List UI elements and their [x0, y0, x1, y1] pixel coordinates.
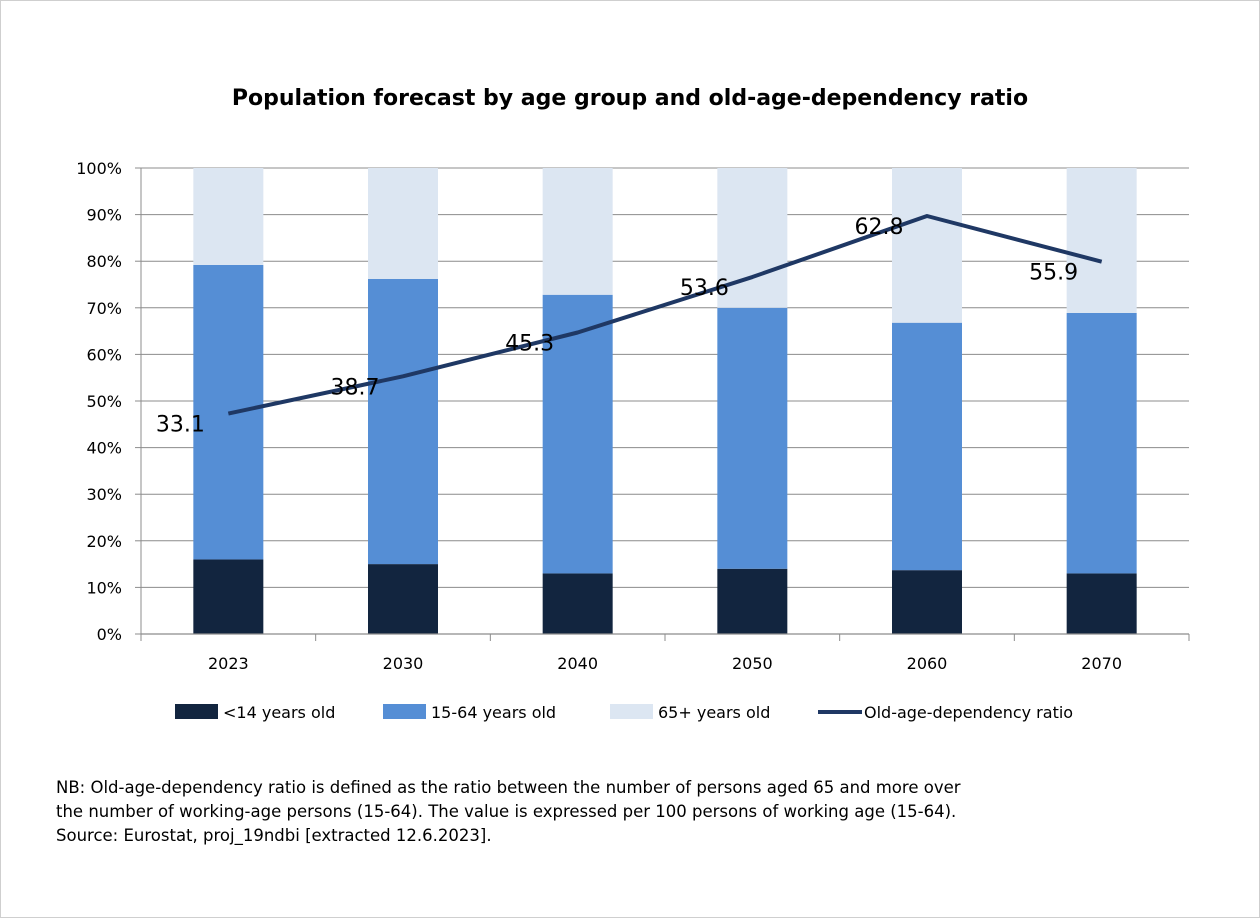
axes: 0% 10% 20% 30% 40% 50% 60% 70% 80% 90% 100% 2023 203…: [76, 159, 1190, 673]
data-label: 38.7: [331, 375, 380, 400]
bar-under-14: [892, 570, 962, 634]
y-tick-label: 20%: [86, 532, 122, 551]
y-tick-label: 90%: [86, 206, 122, 225]
y-tick-label: 70%: [86, 299, 122, 318]
bar-under-14: [193, 559, 264, 634]
legend-under-14-label: <14 years old: [223, 703, 335, 722]
legend: <14 years old 15-64 years old 65+ years ol…: [175, 703, 1073, 722]
x-tick-label: 2070: [1081, 654, 1122, 673]
gridlines: [141, 167, 1189, 635]
data-label: 45.3: [505, 331, 554, 356]
bar-under-14: [1066, 573, 1137, 634]
chart-area: 0% 10% 20% 30% 40% 50% 60% 70% 80% 90% 100% 2023 203…: [76, 159, 1190, 722]
footnote-line-2: the number of working-age persons (15-64…: [56, 802, 957, 821]
y-tick-label: 60%: [86, 345, 122, 364]
footnote: NB: Old-age-dependency ratio is defined …: [56, 776, 1236, 848]
dependency-ratio-line-group: 33.1 38.7 45.3 53.6 62.8 55.9: [156, 213, 1103, 438]
bars: [193, 168, 1137, 634]
data-label: 55.9: [1029, 261, 1078, 286]
bar-under-14: [717, 568, 788, 634]
data-label: 53.6: [680, 276, 729, 301]
bar-under-14: [368, 564, 438, 634]
bar-15-64: [1066, 312, 1137, 574]
bar-65-plus: [193, 168, 264, 265]
legend-15-64-swatch: [383, 704, 426, 719]
legend-65-plus-swatch: [610, 704, 653, 719]
bar-under-14: [542, 573, 613, 634]
footnote-line-3: Source: Eurostat, proj_19ndbi [extracted…: [56, 826, 492, 845]
bar-65-plus: [892, 168, 962, 323]
bar-15-64: [717, 307, 788, 569]
y-tick-label: 30%: [86, 485, 122, 504]
legend-dependency-ratio-label: Old-age-dependency ratio: [864, 703, 1073, 722]
bar-65-plus: [368, 168, 438, 279]
bar-15-64: [892, 322, 962, 571]
x-tick-label: 2030: [383, 654, 424, 673]
data-label: 33.1: [156, 413, 205, 438]
x-tick-label: 2050: [732, 654, 773, 673]
x-tick-label: 2023: [208, 654, 249, 673]
y-tick-label: 10%: [86, 578, 122, 597]
legend-65-plus-label: 65+ years old: [658, 703, 770, 722]
y-tick-label: 50%: [86, 392, 122, 411]
bar-15-64: [542, 294, 613, 574]
y-tick-label: 40%: [86, 439, 122, 458]
legend-15-64-label: 15-64 years old: [431, 703, 556, 722]
x-tick-label: 2060: [907, 654, 948, 673]
dependency-ratio-line: [227, 213, 1103, 416]
bar-15-64: [368, 278, 438, 565]
bar-65-plus: [542, 168, 613, 295]
y-tick-label: 0%: [97, 625, 122, 644]
x-tick-label: 2040: [557, 654, 598, 673]
legend-under-14-swatch: [175, 704, 218, 719]
footnote-line-1: NB: Old-age-dependency ratio is defined …: [56, 778, 961, 797]
bar-65-plus: [1066, 168, 1137, 313]
chart-title: Population forecast by age group and old…: [231, 86, 1029, 111]
y-tick-label: 80%: [86, 252, 122, 271]
data-label: 62.8: [855, 215, 904, 240]
y-tick-label: 100%: [76, 159, 122, 178]
